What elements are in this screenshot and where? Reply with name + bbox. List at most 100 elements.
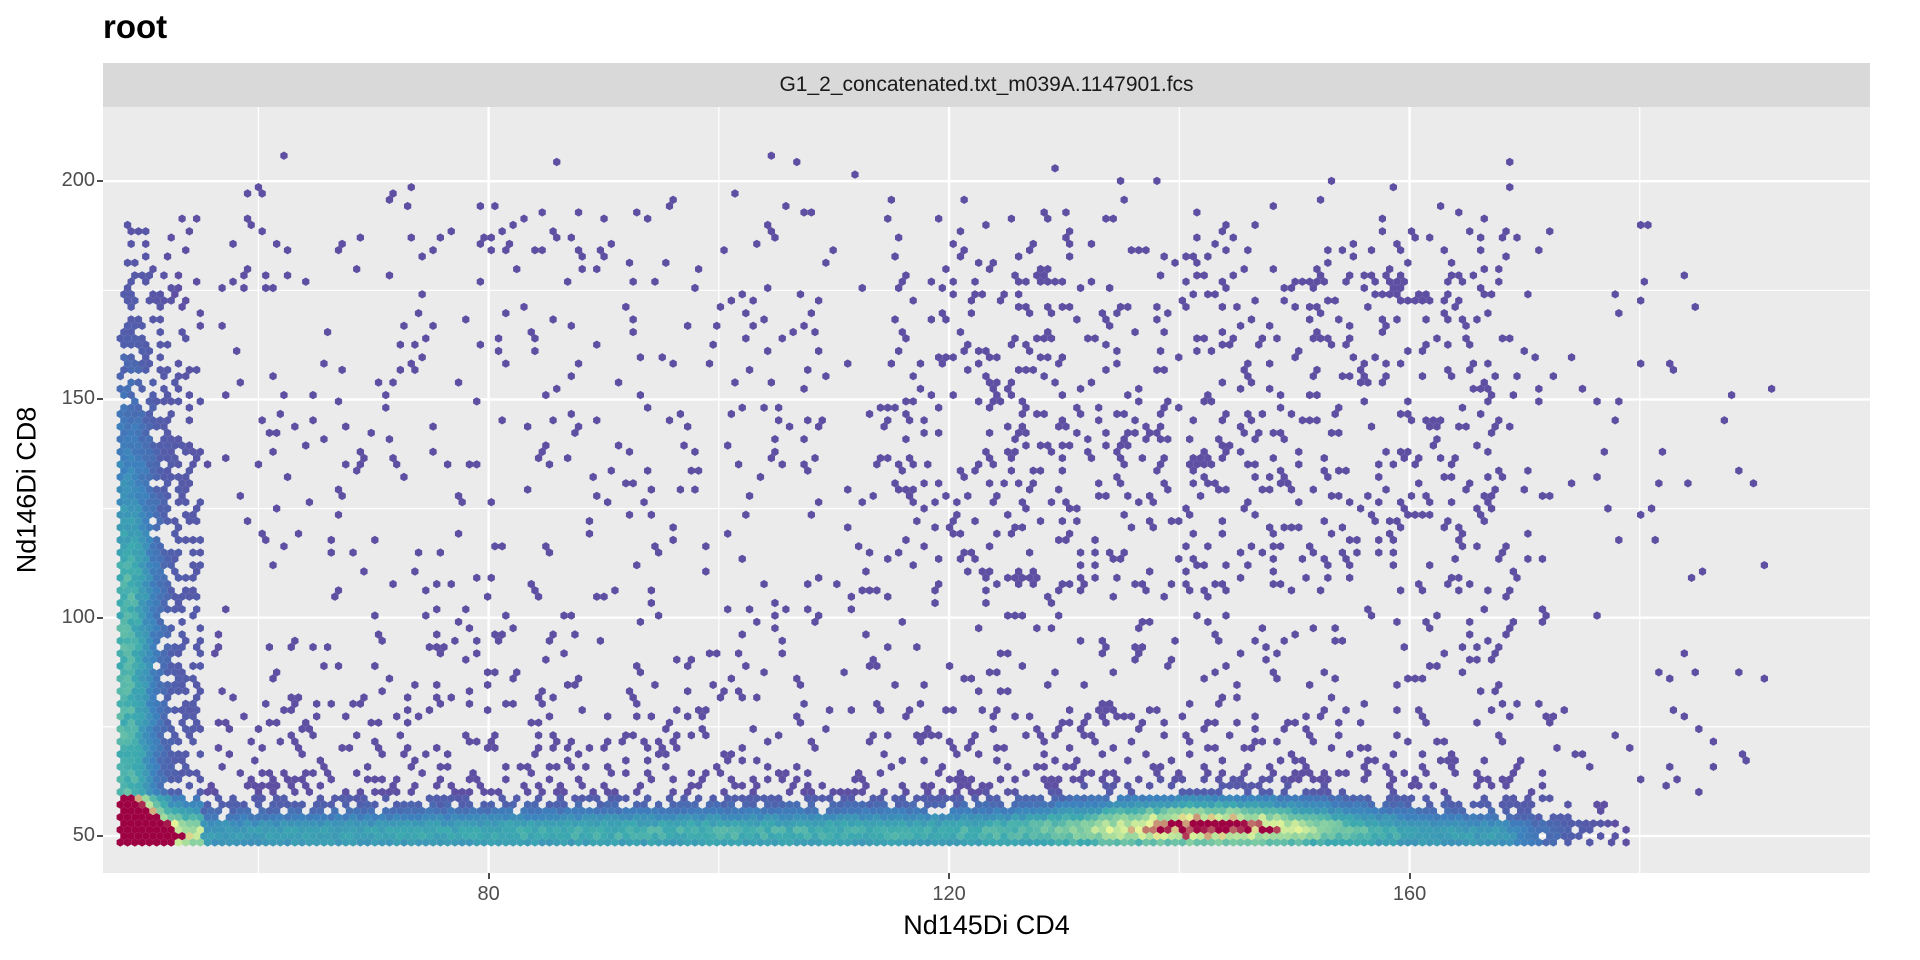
hexbin-cell [178, 794, 186, 803]
hexbin-cell [123, 523, 132, 532]
hexbin-cell [149, 718, 157, 727]
hexbin-cell [193, 718, 201, 727]
hexbin-cell [1306, 768, 1314, 778]
hexbin-cell [1236, 422, 1245, 431]
hexbin-cell [1084, 712, 1092, 721]
hexbin-cell [1440, 813, 1448, 822]
hexbin-cell [189, 674, 197, 683]
hexbin-cell [1171, 838, 1179, 847]
hexbin-cell [1251, 838, 1259, 847]
hexbin-cell [418, 806, 426, 816]
hexbin-cell [796, 819, 805, 828]
hexbin-cell [724, 441, 732, 450]
hexbin-cell [163, 655, 172, 664]
hexbin-cell [1487, 655, 1496, 664]
hexbin-cell [1506, 825, 1514, 834]
hexbin-cell [1338, 800, 1346, 809]
hexbin-cell [145, 561, 153, 570]
hexbin-cell [1538, 781, 1547, 790]
hexbin-cell [1095, 416, 1103, 425]
hexbin-cell [167, 800, 175, 809]
hexbin-cell [149, 504, 157, 513]
hexbin-cell [1342, 819, 1350, 828]
hexbin-cell [924, 838, 932, 847]
hexbin-cell [993, 353, 1001, 362]
hexbin-cell [1095, 806, 1103, 816]
hexbin-cell [1400, 794, 1408, 803]
hexbin-cell [276, 737, 284, 746]
hexbin-cell [127, 378, 135, 387]
hexbin-cell [1451, 806, 1459, 816]
hexbin-cell [1066, 504, 1074, 513]
hexbin-cell [1247, 806, 1256, 816]
hexbin-cell [1364, 794, 1372, 803]
hexbin-cell [1415, 831, 1423, 841]
hexbin-cell [123, 220, 132, 230]
hexbin-cell [1044, 806, 1052, 816]
hexbin-cell [1447, 372, 1456, 381]
facet-label: G1_2_concatenated.txt_m039A.1147901.fcs [779, 73, 1194, 96]
hexbin-cell [1360, 825, 1368, 834]
hexbin-cell [644, 819, 652, 828]
hexbin-cell [1477, 233, 1485, 242]
hexbin-cell [844, 359, 852, 368]
hexbin-cell [782, 768, 790, 778]
hexbin-cell [1066, 806, 1074, 816]
hexbin-cell [567, 737, 575, 746]
hexbin-cell [644, 403, 652, 412]
hexbin-cell [534, 806, 543, 816]
hexbin-cell [407, 813, 415, 822]
hexbin-cell [531, 800, 539, 809]
hexbin-cell [971, 277, 979, 286]
hexbin-cell [1320, 794, 1328, 803]
hexbin-cell [1477, 838, 1485, 847]
hexbin-cell [153, 762, 161, 771]
hexbin-cell [778, 813, 786, 822]
hexbin-cell [138, 447, 146, 456]
hexbin-cell [778, 800, 786, 809]
hexbin-cell [196, 800, 204, 809]
hexbin-cell [869, 819, 877, 828]
hexbin-cell [1433, 435, 1441, 444]
hexbin-cell [123, 737, 132, 746]
hexbin-cell [778, 775, 786, 784]
hexbin-cell [1302, 787, 1310, 797]
hexbin-cell [1411, 296, 1419, 305]
hexbin-cell [1480, 831, 1488, 841]
hexbin-cell [1076, 775, 1085, 784]
hexbin-cell [283, 246, 292, 255]
hexbin-cell [153, 498, 161, 507]
hexbin-cell [1320, 819, 1328, 828]
hexbin-cell [1375, 548, 1383, 557]
hexbin-cell [258, 794, 266, 803]
hexbin-cell [149, 378, 157, 387]
hexbin-cell [1047, 775, 1056, 784]
hexbin-cell [1262, 819, 1270, 828]
hexbin-cell [815, 296, 823, 305]
hexbin-cell [447, 781, 455, 790]
hexbin-cell [123, 787, 132, 797]
hexbin-cell [971, 731, 979, 740]
hexbin-cell [953, 838, 961, 847]
hexbin-cell [338, 743, 346, 753]
hexbin-cell [1138, 617, 1146, 627]
hexbin-cell [967, 296, 975, 305]
hexbin-cell [153, 573, 161, 582]
hexbin-cell [116, 636, 124, 645]
hexbin-cell [1513, 813, 1521, 822]
hexbin-cell [887, 359, 895, 368]
hexbin-cell [1342, 794, 1350, 803]
hexbin-cell [956, 806, 965, 816]
hexbin-cell [545, 800, 554, 809]
hexbin-cell [1135, 384, 1143, 393]
hexbin-cell [549, 315, 557, 324]
hexbin-cell [960, 246, 968, 255]
hexbin-cell [291, 813, 299, 822]
hexbin-cell [1266, 813, 1274, 822]
hexbin-cell [356, 800, 364, 809]
hexbin-cell [760, 315, 768, 324]
hexbin-cell [1240, 365, 1248, 375]
hexbin-cell [778, 838, 786, 847]
hexbin-cell [1295, 825, 1303, 834]
hexbin-cell [876, 819, 885, 828]
